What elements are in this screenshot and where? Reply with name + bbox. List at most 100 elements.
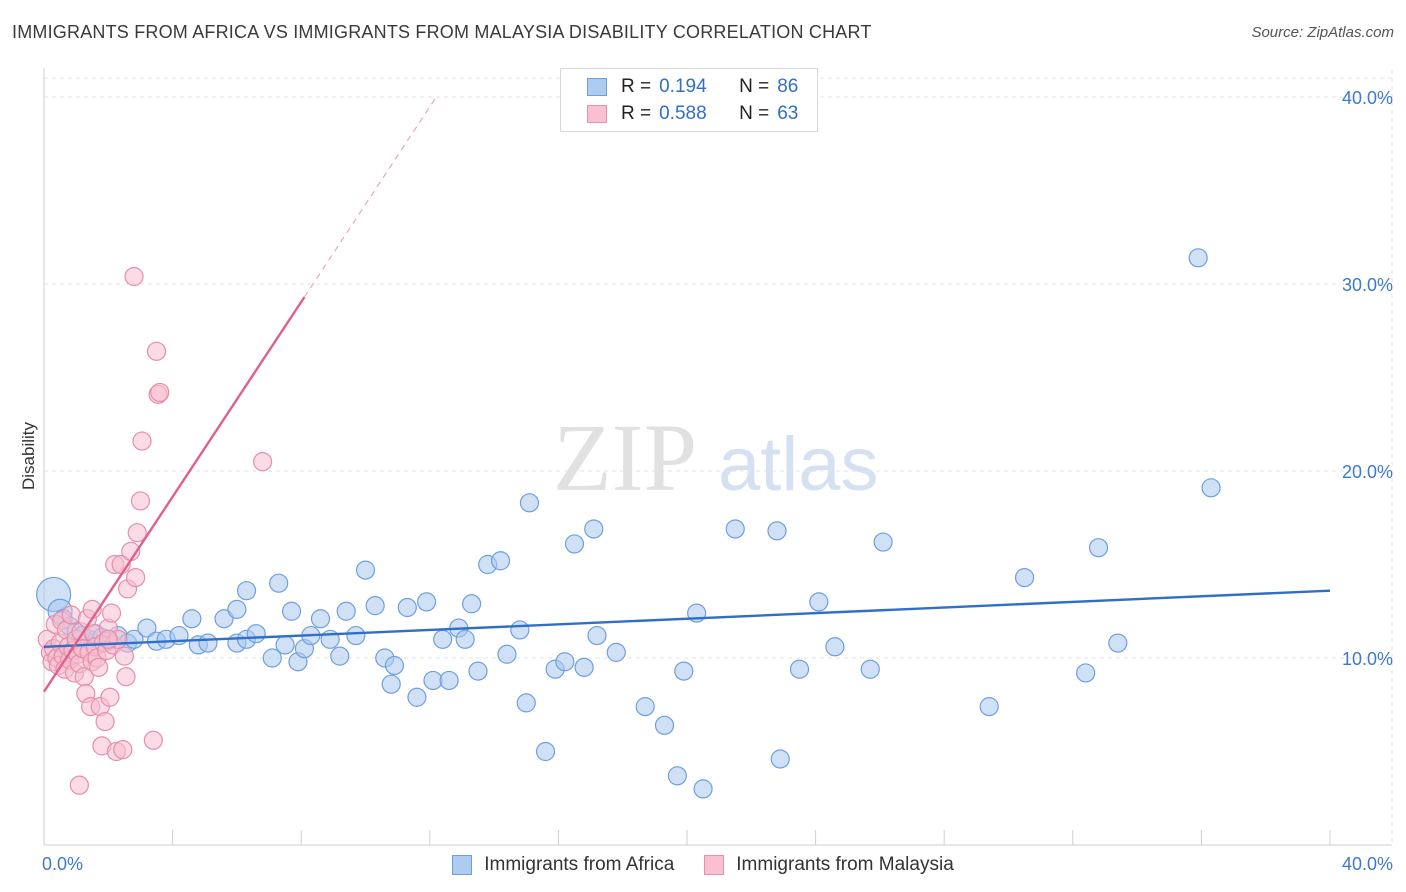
r-value: 0.588 xyxy=(659,103,707,124)
africa-point-59[interactable] xyxy=(535,741,556,762)
malaysia-point-52[interactable] xyxy=(127,523,147,543)
africa-point-75[interactable] xyxy=(770,749,790,769)
africa-point-73[interactable] xyxy=(725,519,745,539)
y-tick-label-3: 40.0% xyxy=(1342,88,1393,108)
r-value: 0.194 xyxy=(659,76,707,97)
series-malaysia xyxy=(37,266,273,795)
malaysia-point-58[interactable] xyxy=(150,382,170,403)
africa-trend-line xyxy=(43,589,1331,648)
r-label: R = xyxy=(621,76,652,97)
africa-point-37[interactable] xyxy=(346,625,366,646)
africa-point-66[interactable] xyxy=(606,642,626,662)
malaysia-point-62[interactable] xyxy=(98,629,118,649)
malaysia-point-47[interactable] xyxy=(116,667,136,687)
legend-item-malaysia[interactable]: Immigrants from Malaysia xyxy=(704,854,954,876)
africa-point-38[interactable] xyxy=(355,560,376,580)
africa-point-13[interactable] xyxy=(137,618,157,638)
africa-point-41[interactable] xyxy=(381,674,401,694)
malaysia-point-14[interactable] xyxy=(61,605,81,625)
africa-point-35[interactable] xyxy=(330,646,350,666)
africa-point-87[interactable] xyxy=(1201,478,1221,498)
africa-point-45[interactable] xyxy=(416,592,437,612)
africa-point-69[interactable] xyxy=(667,766,687,786)
malaysia-point-45[interactable] xyxy=(113,740,133,760)
malaysia-point-56[interactable] xyxy=(146,341,167,361)
malaysia-point-46[interactable] xyxy=(114,646,134,666)
africa-point-76[interactable] xyxy=(789,659,810,679)
africa-point-57[interactable] xyxy=(516,693,536,713)
africa-point-63[interactable] xyxy=(574,657,594,677)
source-label[interactable]: Source: ZipAtlas.com xyxy=(1251,24,1394,41)
africa-point-33[interactable] xyxy=(310,609,331,629)
watermark: ZIP atlas xyxy=(553,404,879,511)
y-tick-label-0: 10.0% xyxy=(1342,649,1393,669)
africa-point-27[interactable] xyxy=(269,573,289,593)
africa-point-80[interactable] xyxy=(873,532,893,552)
malaysia-point-60[interactable] xyxy=(69,775,89,795)
x-tick-label-max: 40.0% xyxy=(1342,854,1393,874)
malaysia-point-51[interactable] xyxy=(126,567,146,588)
africa-point-74[interactable] xyxy=(767,521,787,541)
malaysia-point-38[interactable] xyxy=(100,687,120,707)
malaysia-point-35[interactable] xyxy=(95,711,115,732)
legend-label-africa: Immigrants from Africa xyxy=(484,854,675,875)
africa-point-25[interactable] xyxy=(246,624,266,644)
africa-point-48[interactable] xyxy=(439,670,459,691)
malaysia-swatch xyxy=(587,105,607,123)
africa-point-79[interactable] xyxy=(860,659,880,679)
africa-point-19[interactable] xyxy=(198,633,218,653)
africa-point-51[interactable] xyxy=(461,594,482,614)
africa-point-68[interactable] xyxy=(654,715,675,735)
africa-point-21[interactable] xyxy=(227,599,247,619)
malaysia-point-59[interactable] xyxy=(253,452,273,472)
watermark-zip: ZIP xyxy=(553,404,697,511)
africa-point-77[interactable] xyxy=(809,592,829,612)
malaysia-legend-swatch xyxy=(704,855,725,875)
africa-point-62[interactable] xyxy=(564,534,585,554)
africa-point-85[interactable] xyxy=(1108,633,1128,653)
africa-point-26[interactable] xyxy=(262,648,282,668)
africa-point-42[interactable] xyxy=(384,655,405,676)
malaysia-point-39[interactable] xyxy=(101,603,122,623)
africa-point-58[interactable] xyxy=(519,493,540,513)
malaysia-point-50[interactable] xyxy=(124,266,144,287)
africa-point-81[interactable] xyxy=(979,697,999,717)
africa-point-29[interactable] xyxy=(281,601,302,621)
africa-point-36[interactable] xyxy=(336,601,356,621)
africa-point-61[interactable] xyxy=(555,652,575,672)
series-legend: Immigrants from Africa Immigrants from M… xyxy=(0,850,1406,880)
africa-point-22[interactable] xyxy=(236,581,257,601)
africa-point-47[interactable] xyxy=(433,629,453,649)
malaysia-point-31[interactable] xyxy=(89,657,109,677)
africa-point-39[interactable] xyxy=(365,596,385,616)
africa-point-86[interactable] xyxy=(1188,248,1208,268)
africa-point-82[interactable] xyxy=(1014,567,1035,588)
africa-point-56[interactable] xyxy=(510,620,530,640)
malaysia-point-54[interactable] xyxy=(132,431,152,451)
africa-point-78[interactable] xyxy=(825,637,845,657)
africa-point-64[interactable] xyxy=(584,519,604,539)
africa-point-67[interactable] xyxy=(635,697,655,717)
africa-point-70[interactable] xyxy=(674,661,694,681)
africa-point-65[interactable] xyxy=(587,625,607,646)
africa-point-84[interactable] xyxy=(1088,538,1109,558)
africa-point-50[interactable] xyxy=(455,629,475,649)
tick-labels: 10.0% 20.0% 30.0% 40.0% 0.0% 40.0% xyxy=(42,88,1393,874)
africa-point-83[interactable] xyxy=(1076,663,1096,683)
africa-point-46[interactable] xyxy=(423,670,443,691)
legend-item-africa[interactable]: Immigrants from Africa xyxy=(452,854,674,876)
africa-point-17[interactable] xyxy=(182,609,202,629)
africa-point-20[interactable] xyxy=(214,609,234,629)
africa-point-44[interactable] xyxy=(407,687,427,707)
africa-point-28[interactable] xyxy=(275,635,295,655)
africa-point-54[interactable] xyxy=(490,551,511,571)
axes xyxy=(43,68,1392,846)
africa-point-72[interactable] xyxy=(693,779,713,799)
africa-point-55[interactable] xyxy=(497,644,517,664)
gridlines xyxy=(44,70,1393,845)
africa-point-52[interactable] xyxy=(468,661,488,681)
malaysia-point-53[interactable] xyxy=(130,491,151,511)
africa-point-43[interactable] xyxy=(397,597,417,618)
n-label: N = xyxy=(739,103,770,124)
malaysia-point-55[interactable] xyxy=(143,730,163,750)
